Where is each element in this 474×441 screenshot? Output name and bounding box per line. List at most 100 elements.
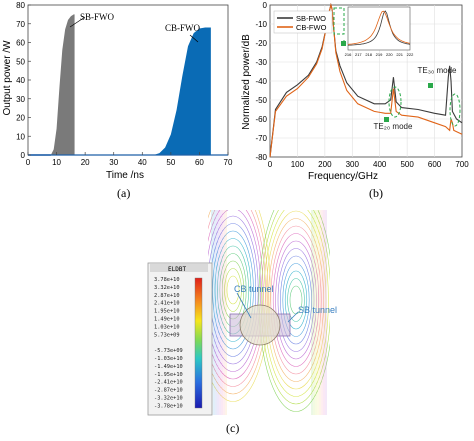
caption-b: (b) bbox=[369, 186, 383, 200]
a-x-tick-label: 60 bbox=[195, 158, 204, 167]
field-contours bbox=[208, 210, 330, 415]
b-x-tick-label: 700 bbox=[455, 160, 469, 169]
legend-value: -2.87e+10 bbox=[154, 388, 183, 394]
a-x-tick-label: 30 bbox=[109, 158, 118, 167]
b-inset: 216 217 218 219 220 221 222 bbox=[345, 6, 414, 57]
b-y-tick-label: -60 bbox=[255, 115, 267, 124]
contour-line bbox=[208, 210, 269, 395]
b-y-tick-label: -10 bbox=[255, 20, 267, 29]
a-y-tick-label: 20 bbox=[16, 114, 25, 123]
b-y-tick-label: 0 bbox=[263, 1, 268, 10]
a-series-sb-fwo bbox=[50, 14, 75, 155]
contour-line bbox=[282, 263, 310, 337]
legend-value: -3.78e+10 bbox=[154, 403, 183, 409]
contour-line bbox=[214, 238, 252, 342]
b-callout-te30 bbox=[449, 93, 461, 127]
a-x-tick-label: 10 bbox=[52, 158, 61, 167]
contour-line bbox=[208, 210, 266, 387]
b-callout-peak bbox=[333, 7, 345, 35]
color-legend: ELDBT 3.78e+10 3.32e+10 2.87e+10 2.41e+10 1.… bbox=[147, 262, 213, 416]
a-series-cb-fwo bbox=[153, 27, 211, 155]
a-annotation-sb: SB-FWO bbox=[80, 12, 115, 22]
legend-value: 1.49e+10 bbox=[154, 317, 180, 323]
a-x-tick-label: 70 bbox=[224, 158, 233, 167]
contour-line bbox=[226, 275, 240, 305]
a-y-axis-label: Output power /W bbox=[2, 40, 13, 116]
a-arrow-cb bbox=[189, 34, 199, 43]
b-inset-tick-label: 219 bbox=[376, 52, 383, 57]
sb-tunnel-label: SB tunnel bbox=[298, 305, 337, 315]
b-legend-label: CB-FWO bbox=[296, 23, 327, 32]
a-x-axis-label: Time /ns bbox=[106, 170, 144, 181]
b-inset-tick-label: 220 bbox=[386, 52, 393, 57]
contour-line bbox=[287, 278, 305, 322]
b-inset-tick-label: 218 bbox=[365, 52, 372, 57]
b-annotation-te30: TE₃₀ mode bbox=[417, 66, 457, 75]
b-y-tick-label: -20 bbox=[255, 39, 267, 48]
contour-line bbox=[208, 210, 264, 380]
b-annotation-marker bbox=[384, 117, 389, 122]
b-x-tick-label: 300 bbox=[346, 160, 360, 169]
b-x-tick-label: 400 bbox=[373, 160, 387, 169]
a-x-tick-label: 20 bbox=[81, 158, 90, 167]
b-y-tick-label: -70 bbox=[255, 134, 267, 143]
b-x-tick-label: 0 bbox=[268, 160, 273, 169]
cb-tunnel-region bbox=[239, 304, 281, 346]
contour-line bbox=[275, 240, 317, 360]
a-annotation-cb: CB-FWO bbox=[165, 23, 201, 33]
b-x-tick-label: 200 bbox=[318, 160, 332, 169]
a-x-tick-label: 40 bbox=[138, 158, 147, 167]
b-callout-te20 bbox=[388, 86, 402, 118]
a-y-tick-label: 50 bbox=[16, 57, 25, 66]
a-y-tick-label: 60 bbox=[16, 39, 25, 48]
caption-c: (c) bbox=[226, 421, 240, 435]
b-series-cb-fwo bbox=[269, 2, 463, 158]
a-y-tick-label: 70 bbox=[16, 20, 25, 29]
b-inset-series bbox=[347, 10, 411, 45]
b-inset-series bbox=[347, 10, 411, 46]
contour-line bbox=[212, 230, 254, 350]
cb-tunnel-pointer bbox=[236, 292, 252, 319]
sb-tunnel-pointer bbox=[287, 311, 299, 323]
b-annotation-te20: TE₂₀ mode bbox=[374, 122, 413, 131]
contour-line bbox=[208, 210, 261, 372]
b-x-tick-label: 600 bbox=[428, 160, 442, 169]
a-y-tick-label: 0 bbox=[21, 151, 26, 160]
b-x-tick-label: 500 bbox=[400, 160, 414, 169]
contour-line bbox=[270, 225, 322, 375]
legend-value: 1.95e+10 bbox=[154, 309, 180, 315]
legend-value: -5.73e+09 bbox=[154, 348, 183, 354]
legend-value: 2.41e+10 bbox=[154, 301, 180, 307]
a-y-tick-label: 10 bbox=[16, 132, 25, 141]
b-y-tick-label: -50 bbox=[255, 96, 267, 105]
legend-value: -3.32e+10 bbox=[154, 396, 183, 402]
legend-value: -2.41e+10 bbox=[154, 380, 183, 386]
contour-line bbox=[280, 255, 312, 345]
legend-value: 1.03e+10 bbox=[154, 324, 180, 330]
b-y-tick-label: -40 bbox=[255, 77, 267, 86]
legend-value: 2.87e+10 bbox=[154, 293, 180, 299]
b-y-tick-label: -30 bbox=[255, 58, 267, 67]
caption-a: (a) bbox=[117, 186, 131, 200]
contour-line bbox=[208, 215, 259, 365]
a-y-tick-label: 40 bbox=[16, 76, 25, 85]
contour-line bbox=[263, 210, 329, 397]
a-x-tick-label: 50 bbox=[166, 158, 175, 167]
contour-line bbox=[260, 210, 330, 405]
a-y-tick-label: 30 bbox=[16, 95, 25, 104]
a-y-tick-label: 80 bbox=[16, 1, 25, 10]
a-arrow-sb bbox=[69, 16, 86, 28]
contour-line bbox=[272, 233, 320, 367]
legend-value: 5.73e+09 bbox=[154, 332, 180, 338]
b-y-tick-label: -80 bbox=[255, 153, 267, 162]
legend-value: -1.95e+10 bbox=[154, 372, 183, 378]
b-callout-marker bbox=[341, 41, 346, 46]
b-inset-tick-label: 216 bbox=[345, 52, 352, 57]
legend-colorbar bbox=[194, 277, 203, 409]
b-inset-tick-label: 222 bbox=[407, 52, 414, 57]
b-y-axis-label: Normalized power/dB bbox=[241, 34, 252, 130]
